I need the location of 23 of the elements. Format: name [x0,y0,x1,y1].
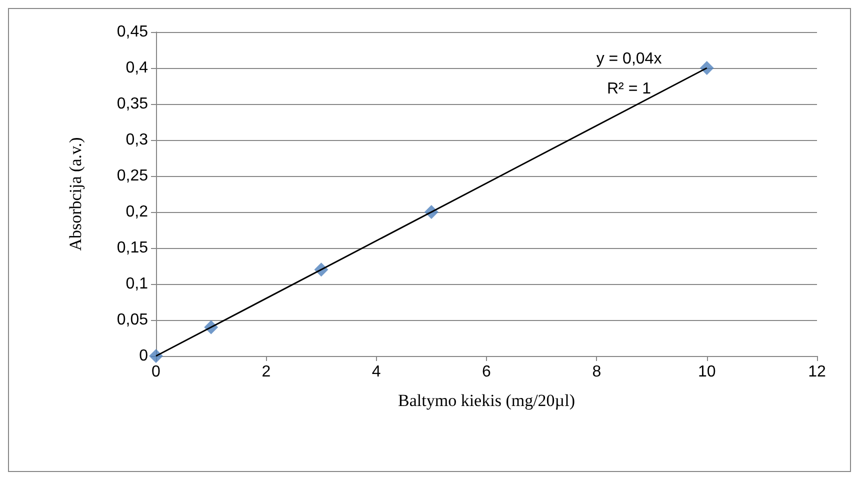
x-tick-label: 8 [592,364,602,380]
y-tick-label: 0,3 [126,132,148,148]
annotation: y = 0,04x [596,50,662,68]
y-tick-label: 0,2 [126,204,148,220]
y-tick-label: 0,15 [116,240,148,256]
x-axis-title: Baltymo kiekis (mg/20µl) [398,391,575,410]
x-tick-label: 10 [698,364,716,380]
y-tick-label: 0,4 [126,60,148,76]
y-tick-label: 0,35 [116,96,148,112]
x-tick-label: 2 [262,364,271,380]
y-tick-label: 0,45 [116,24,148,40]
point [700,61,714,75]
y-axis-title: Absorbcija (a.v.) [66,137,85,251]
y-tick-label: 0,25 [116,168,148,184]
x-tick-label: 4 [372,364,381,380]
y-tick-label: 0,05 [116,312,148,328]
annotation: R² = 1 [606,80,652,98]
x-tick-label: 0 [152,364,161,380]
y-tick-label: 0 [139,348,148,364]
point [149,349,163,363]
x-tick-label: 6 [482,364,492,380]
x-tick-label: 12 [808,364,826,380]
y-tick-label: 0,1 [126,276,148,292]
